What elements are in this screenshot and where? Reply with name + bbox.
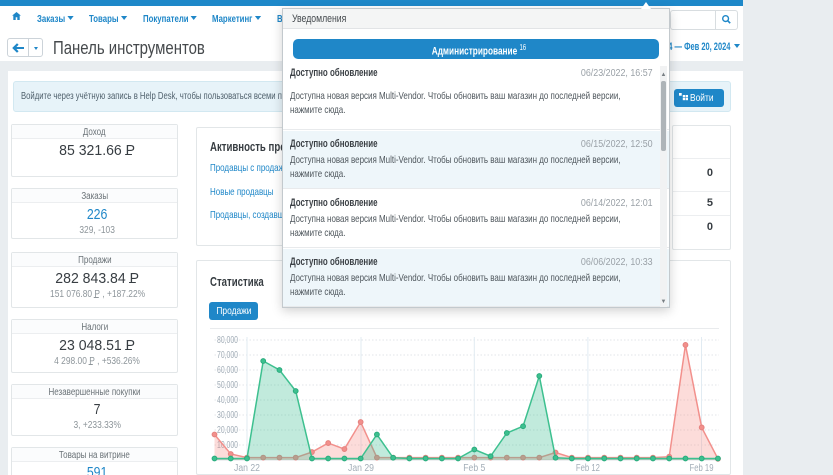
svg-text:50,000: 50,000 bbox=[217, 380, 238, 391]
svg-text:30,000: 30,000 bbox=[217, 410, 238, 421]
svg-text:Feb 12: Feb 12 bbox=[576, 463, 600, 474]
svg-text:Feb 19: Feb 19 bbox=[690, 463, 714, 474]
svg-text:20,000: 20,000 bbox=[217, 425, 238, 436]
svg-text:80,000: 80,000 bbox=[217, 335, 238, 346]
svg-text:40,000: 40,000 bbox=[217, 395, 238, 406]
svg-text:Jan 29: Jan 29 bbox=[348, 463, 374, 474]
svg-text:60,000: 60,000 bbox=[217, 365, 238, 376]
svg-text:Feb 5: Feb 5 bbox=[463, 463, 485, 474]
svg-text:70,000: 70,000 bbox=[217, 350, 238, 361]
svg-text:10,000: 10,000 bbox=[217, 440, 238, 451]
svg-text:Jan 22: Jan 22 bbox=[234, 463, 260, 474]
